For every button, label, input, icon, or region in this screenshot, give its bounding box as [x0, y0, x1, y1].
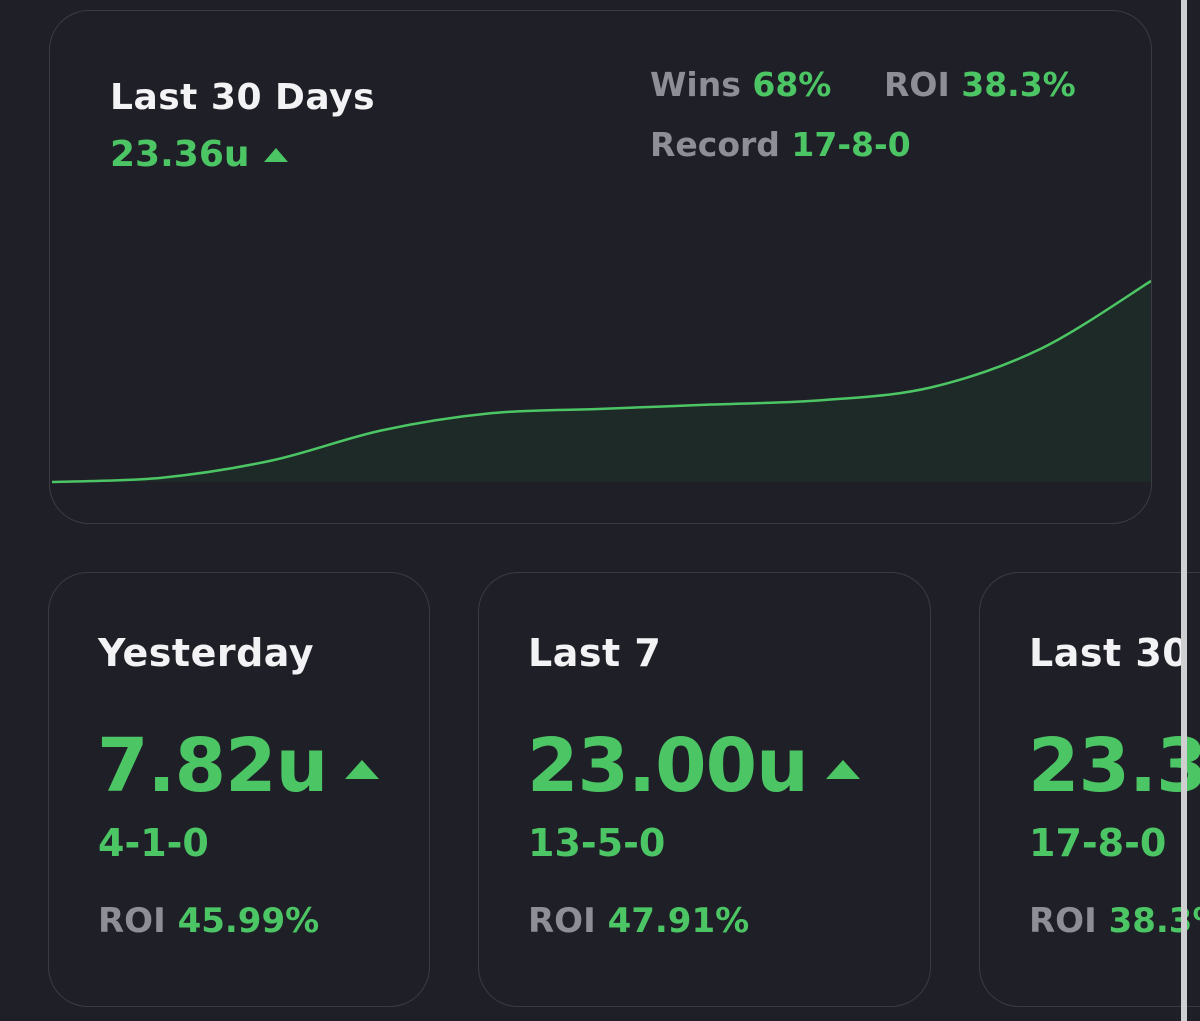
summary-units-value: 23.36u [110, 134, 250, 175]
period-card-yesterday[interactable]: Yesterday 7.82u 4-1-0 ROI 45.99% [48, 572, 430, 1007]
roi-label: ROI [884, 65, 950, 104]
chart-area-fill [52, 281, 1151, 482]
summary-title: Last 30 Days [110, 77, 375, 118]
period-units-value: 23.36u [1028, 723, 1200, 809]
period-units: 23.00u [527, 723, 860, 809]
period-roi: ROI 45.99% [98, 901, 319, 941]
wins-value: 68% [752, 65, 832, 104]
period-units-value: 23.00u [527, 723, 809, 809]
roi-value: 38.3% [961, 65, 1076, 104]
up-arrow-icon [263, 147, 288, 162]
summary-units: 23.36u [110, 134, 288, 175]
chart-series-line [51, 279, 1151, 484]
period-roi-label: ROI [1029, 901, 1097, 941]
period-record: 4-1-0 [98, 821, 209, 865]
record-label: Record [650, 125, 780, 164]
period-card-last-7[interactable]: Last 7 23.00u 13-5-0 ROI 47.91% [478, 572, 931, 1007]
record-value: 17-8-0 [791, 125, 911, 164]
record-stat: Record 17-8-0 [650, 125, 911, 164]
period-roi: ROI 38.3% [1029, 901, 1200, 941]
up-arrow-icon [345, 759, 380, 779]
summary-card: Last 30 Days 23.36u Wins 68% ROI 38.3% R… [49, 10, 1152, 524]
period-roi-value: 45.99% [177, 901, 320, 941]
period-units: 7.82u [97, 723, 380, 809]
period-card-last-30[interactable]: Last 30 23.36u 17-8-0 ROI 38.3% [979, 572, 1200, 1007]
up-arrow-icon [825, 759, 860, 779]
period-title: Last 30 [1029, 631, 1190, 675]
period-units-value: 7.82u [97, 723, 328, 809]
period-title: Last 7 [528, 631, 662, 675]
period-record: 13-5-0 [528, 821, 666, 865]
period-record: 17-8-0 [1029, 821, 1167, 865]
roi-stat: ROI 38.3% [884, 65, 1076, 104]
vertical-scrollbar[interactable] [1181, 0, 1187, 1021]
wins-stat: Wins 68% [650, 65, 831, 104]
period-roi-label: ROI [98, 901, 166, 941]
period-units: 23.36u [1028, 723, 1200, 809]
period-roi: ROI 47.91% [528, 901, 749, 941]
period-roi-value: 47.91% [607, 901, 750, 941]
period-title: Yesterday [98, 631, 315, 675]
period-roi-label: ROI [528, 901, 596, 941]
units-chart [51, 279, 1151, 484]
wins-label: Wins [650, 65, 741, 104]
